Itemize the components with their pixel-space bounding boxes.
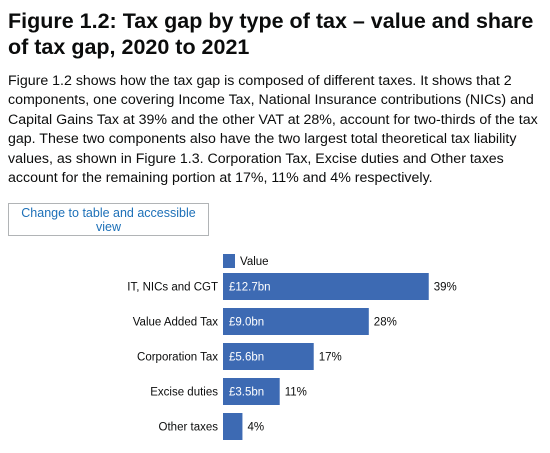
share-label: 4%: [247, 422, 264, 434]
share-label: 17%: [319, 352, 342, 364]
category-label: Value Added Tax: [133, 317, 219, 329]
category-label: IT, NICs and CGT: [127, 282, 218, 294]
chart-bars: IT, NICs and CGT £12.7bn 39% Value Added Ta…: [127, 273, 457, 440]
bar: [223, 273, 429, 300]
chart-legend: Value: [223, 254, 269, 268]
bar-value-label: £3.5bn: [229, 387, 264, 399]
bar: [223, 343, 314, 370]
share-label: 39%: [434, 282, 457, 294]
bar-value-label: £9.0bn: [229, 317, 264, 329]
category-label: Other taxes: [159, 422, 219, 434]
bar-value-label: £5.6bn: [229, 352, 264, 364]
figure-title: Figure 1.2: Tax gap by type of tax – val…: [8, 9, 534, 59]
bar: [223, 413, 243, 440]
figure-description: Figure 1.2 shows how the tax gap is comp…: [8, 73, 538, 187]
legend-swatch: [223, 254, 235, 268]
bar-chart: Value IT, NICs and CGT £12.7bn 39% Value Ad…: [127, 254, 457, 440]
bar: [223, 378, 280, 405]
bar-value-label: £12.7bn: [229, 282, 271, 294]
change-to-table-button[interactable]: Change to table and accessible view: [8, 203, 209, 236]
category-label: Corporation Tax: [137, 352, 218, 364]
share-label: 28%: [374, 317, 397, 329]
bar: [223, 308, 369, 335]
category-label: Excise duties: [150, 387, 218, 399]
legend-label: Value: [240, 256, 269, 268]
share-label: 11%: [285, 387, 307, 399]
